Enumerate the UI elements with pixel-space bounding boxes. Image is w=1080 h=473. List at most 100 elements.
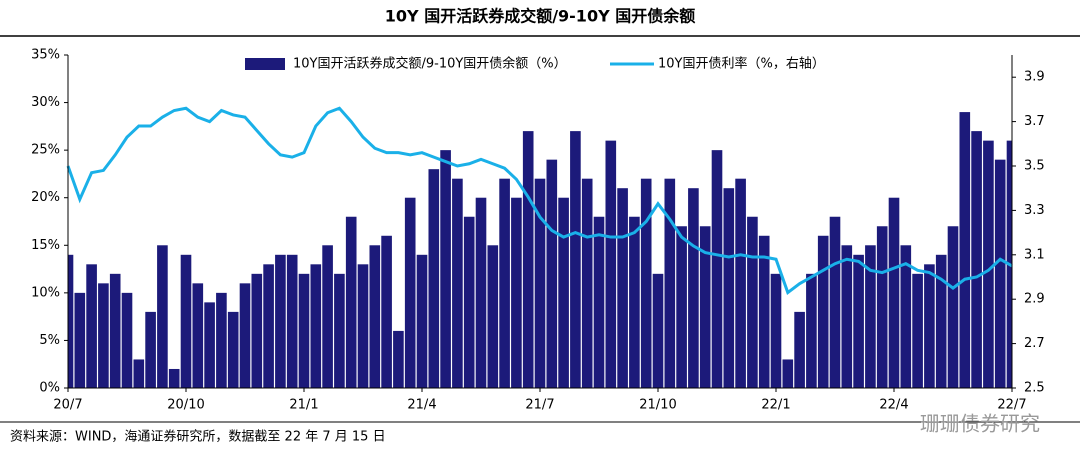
- bar: [711, 150, 723, 388]
- bar: [853, 254, 864, 388]
- bar: [688, 188, 699, 388]
- bar: [617, 188, 628, 388]
- bar: [829, 216, 841, 388]
- bar: [404, 197, 416, 388]
- bar: [699, 226, 711, 388]
- x-tick-label: 21/4: [407, 398, 436, 413]
- y2-tick-label: 2.7: [1024, 336, 1045, 351]
- bar: [334, 273, 345, 388]
- bar: [817, 235, 829, 388]
- bar: [216, 292, 227, 388]
- bar: [204, 302, 215, 388]
- bar: [86, 264, 97, 388]
- x-tick-label: 22/1: [761, 398, 790, 413]
- bar: [947, 226, 959, 388]
- bar: [723, 188, 735, 388]
- y-tick-label: 5%: [39, 333, 60, 348]
- bar: [959, 112, 971, 388]
- x-tick-label: 20/7: [53, 398, 82, 413]
- y2-tick-label: 3.1: [1024, 247, 1045, 262]
- bar: [511, 197, 522, 388]
- y-tick-label: 25%: [31, 143, 60, 158]
- bar: [428, 169, 440, 388]
- bar: [629, 216, 640, 388]
- bar: [133, 359, 145, 388]
- bar: [676, 226, 687, 388]
- bar: [298, 273, 310, 388]
- x-tick-label: 21/10: [639, 398, 676, 413]
- bar: [286, 254, 298, 388]
- bar: [794, 311, 805, 388]
- bar: [912, 273, 923, 388]
- bar: [534, 178, 546, 388]
- y-tick-label: 0%: [39, 381, 60, 396]
- bar: [180, 254, 192, 388]
- bar: [168, 368, 180, 388]
- y2-tick-label: 3.3: [1024, 203, 1045, 218]
- bar: [275, 254, 286, 388]
- x-tick-label: 21/7: [525, 398, 554, 413]
- bar: [747, 216, 758, 388]
- bar: [558, 197, 569, 388]
- y2-tick-label: 2.9: [1024, 292, 1045, 307]
- bar: [841, 245, 853, 388]
- bar: [900, 245, 912, 388]
- bar: [322, 245, 333, 388]
- bar: [416, 254, 428, 388]
- bar: [806, 273, 817, 388]
- bar: [440, 150, 451, 388]
- bar: [251, 273, 263, 388]
- bar: [664, 178, 676, 388]
- bar: [570, 131, 581, 388]
- y2-tick-label: 2.5: [1024, 381, 1045, 396]
- y-tick-label: 10%: [31, 285, 60, 300]
- bar: [98, 283, 109, 388]
- bar: [924, 264, 935, 388]
- bar: [546, 159, 558, 388]
- bar: [310, 264, 322, 388]
- bar: [935, 254, 947, 388]
- bar: [109, 273, 121, 388]
- x-tick-label: 22/4: [879, 398, 908, 413]
- bar: [463, 216, 475, 388]
- watermark: 珊珊债券研究: [920, 412, 1040, 436]
- bar: [971, 131, 982, 388]
- y2-tick-label: 3.7: [1024, 114, 1045, 129]
- y-tick-label: 20%: [31, 190, 60, 205]
- bar: [758, 235, 770, 388]
- y2-tick-label: 3.5: [1024, 159, 1045, 174]
- bar: [865, 245, 876, 388]
- x-tick-label: 22/7: [997, 398, 1026, 413]
- bar: [499, 178, 510, 388]
- bar: [593, 216, 605, 388]
- bar: [68, 254, 74, 388]
- bar: [994, 159, 1006, 388]
- x-tick-label: 20/10: [167, 398, 204, 413]
- chart-title: 10Y 国开活跃券成交额/9-10Y 国开债余额: [385, 7, 695, 26]
- bar: [239, 283, 251, 388]
- bar: [652, 273, 664, 388]
- bar: [475, 197, 487, 388]
- bar: [157, 245, 168, 388]
- bar: [381, 235, 392, 388]
- bar: [735, 178, 746, 388]
- bar: [770, 273, 782, 388]
- x-tick-label: 21/1: [289, 398, 318, 413]
- bar: [357, 264, 369, 388]
- legend-label: 10Y国开活跃券成交额/9-10Y国开债余额（%）: [293, 56, 567, 72]
- bar: [192, 283, 204, 388]
- source-note: 资料来源：WIND，海通证券研究所，数据截至 22 年 7 月 15 日: [10, 429, 386, 445]
- bar: [121, 292, 133, 388]
- bar: [782, 359, 794, 388]
- bar: [983, 140, 994, 388]
- bar: [263, 264, 274, 388]
- bar: [145, 311, 156, 388]
- bar: [452, 178, 463, 388]
- bar: [888, 197, 900, 388]
- bar: [605, 140, 617, 388]
- bar: [581, 178, 593, 388]
- bar: [487, 245, 499, 388]
- bar: [393, 330, 404, 388]
- bar: [345, 216, 357, 388]
